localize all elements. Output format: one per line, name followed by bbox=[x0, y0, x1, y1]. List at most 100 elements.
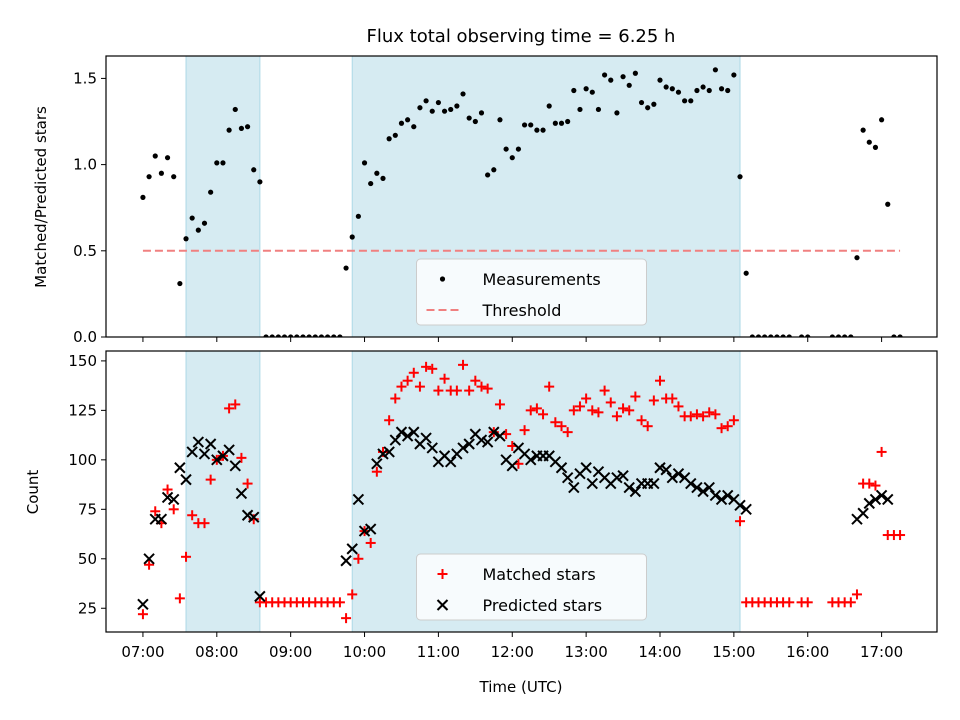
measurement-point bbox=[521, 122, 528, 128]
measurement-point bbox=[164, 155, 171, 161]
bottom-y-tick-label: 125 bbox=[68, 401, 97, 419]
legend-box bbox=[416, 258, 647, 326]
measurement-point bbox=[645, 105, 651, 111]
matched-star-point bbox=[691, 409, 702, 420]
measurement-point bbox=[842, 334, 848, 337]
matched-star-point bbox=[611, 411, 622, 422]
predicted-star-point bbox=[611, 471, 623, 484]
predicted-star-point bbox=[722, 489, 734, 502]
measurement-point bbox=[368, 180, 374, 187]
matched-star-point bbox=[482, 383, 493, 394]
predicted-star-point bbox=[734, 499, 746, 512]
x-tick-label: 13:00 bbox=[565, 643, 608, 661]
matched-star-point bbox=[470, 375, 481, 386]
bottom-y-tick-label: 50 bbox=[78, 550, 97, 568]
matched-star-point bbox=[568, 405, 579, 416]
matched-star-point bbox=[427, 363, 438, 374]
measurement-point bbox=[848, 334, 854, 337]
predicted-star-point bbox=[401, 430, 414, 442]
predicted-star-point bbox=[137, 598, 149, 611]
measurement-point bbox=[534, 127, 540, 133]
predicted-star-point bbox=[555, 462, 568, 474]
matched-star-point bbox=[581, 393, 592, 404]
measurement-point bbox=[774, 334, 780, 337]
top-panel: 0.0 0.5 1.0 1.5 Measurements Threshold bbox=[73, 55, 938, 346]
matched-star-point bbox=[181, 551, 192, 562]
x-tick-label: 17:00 bbox=[860, 643, 903, 661]
matched-star-point bbox=[624, 405, 635, 416]
legend-marker-dot bbox=[439, 276, 446, 282]
predicted-star-point bbox=[875, 489, 888, 502]
predicted-star-point bbox=[211, 454, 223, 466]
matched-star-point bbox=[334, 597, 345, 608]
measurement-point bbox=[675, 89, 682, 95]
measurement-point bbox=[669, 86, 675, 92]
predicted-star-point bbox=[617, 469, 629, 482]
predicted-star-point bbox=[672, 467, 685, 480]
predicted-star-point bbox=[186, 446, 198, 458]
matched-star-point bbox=[353, 553, 364, 564]
matched-star-point bbox=[642, 421, 653, 432]
predicted-star-point bbox=[660, 464, 672, 476]
measurement-point bbox=[718, 86, 725, 92]
predicted-star-point bbox=[697, 485, 709, 498]
measurement-point bbox=[441, 108, 448, 114]
predicted-star-point bbox=[709, 489, 722, 502]
matched-star-point bbox=[199, 518, 210, 529]
matched-star-point bbox=[365, 537, 376, 548]
measurement-point bbox=[780, 334, 786, 337]
measurement-point bbox=[608, 77, 614, 83]
measurement-point bbox=[349, 234, 355, 240]
measurement-point bbox=[558, 120, 565, 126]
measurement-point bbox=[269, 334, 275, 337]
measurement-point bbox=[398, 120, 405, 126]
matched-star-point bbox=[476, 381, 487, 392]
measurement-point bbox=[466, 115, 472, 121]
x-tick-label: 08:00 bbox=[195, 643, 238, 661]
matched-star-point bbox=[168, 504, 179, 515]
matched-star-point bbox=[587, 405, 598, 416]
matched-star-point bbox=[174, 593, 185, 604]
matched-star-point bbox=[458, 359, 469, 370]
x-tick-label: 11:00 bbox=[417, 643, 460, 661]
measurement-point bbox=[798, 334, 805, 337]
measurement-point bbox=[866, 139, 872, 145]
measurement-point bbox=[638, 99, 645, 106]
measurement-point bbox=[405, 117, 411, 123]
measurement-point bbox=[879, 117, 885, 123]
measurement-point bbox=[312, 334, 318, 337]
measurement-point bbox=[355, 213, 361, 219]
measurement-point bbox=[657, 77, 663, 83]
predicted-star-point bbox=[525, 454, 537, 466]
matched-star-point bbox=[538, 409, 549, 420]
predicted-star-point bbox=[740, 503, 752, 516]
predicted-star-point bbox=[857, 507, 869, 519]
measurement-point bbox=[546, 103, 552, 109]
matched-star-point bbox=[605, 397, 616, 408]
predicted-star-point bbox=[235, 487, 248, 500]
measurement-point bbox=[275, 334, 281, 337]
measurement-point bbox=[288, 334, 294, 337]
measurement-point bbox=[749, 334, 755, 337]
measurement-point bbox=[571, 87, 577, 94]
predicted-star-point bbox=[389, 434, 402, 446]
top-y-tick-label: 0.0 bbox=[73, 328, 97, 346]
measurement-point bbox=[552, 120, 558, 126]
measurement-point bbox=[595, 106, 602, 113]
measurement-point bbox=[829, 334, 835, 337]
measurement-point bbox=[361, 160, 368, 166]
measurement-point bbox=[725, 87, 731, 94]
predicted-star-point bbox=[863, 497, 875, 510]
measurement-point bbox=[577, 106, 583, 113]
matched-star-point bbox=[236, 452, 247, 463]
predicted-star-point bbox=[358, 525, 371, 537]
chart-title: Flux total observing time = 6.25 h bbox=[367, 26, 676, 47]
measurement-point bbox=[503, 146, 509, 152]
measurement-point bbox=[238, 125, 245, 132]
matched-star-point bbox=[618, 403, 629, 414]
measurement-point bbox=[152, 153, 158, 159]
measurement-point bbox=[700, 84, 706, 90]
measurement-point bbox=[620, 74, 626, 80]
predicted-star-point bbox=[377, 448, 389, 460]
matched-star-point bbox=[851, 589, 862, 600]
